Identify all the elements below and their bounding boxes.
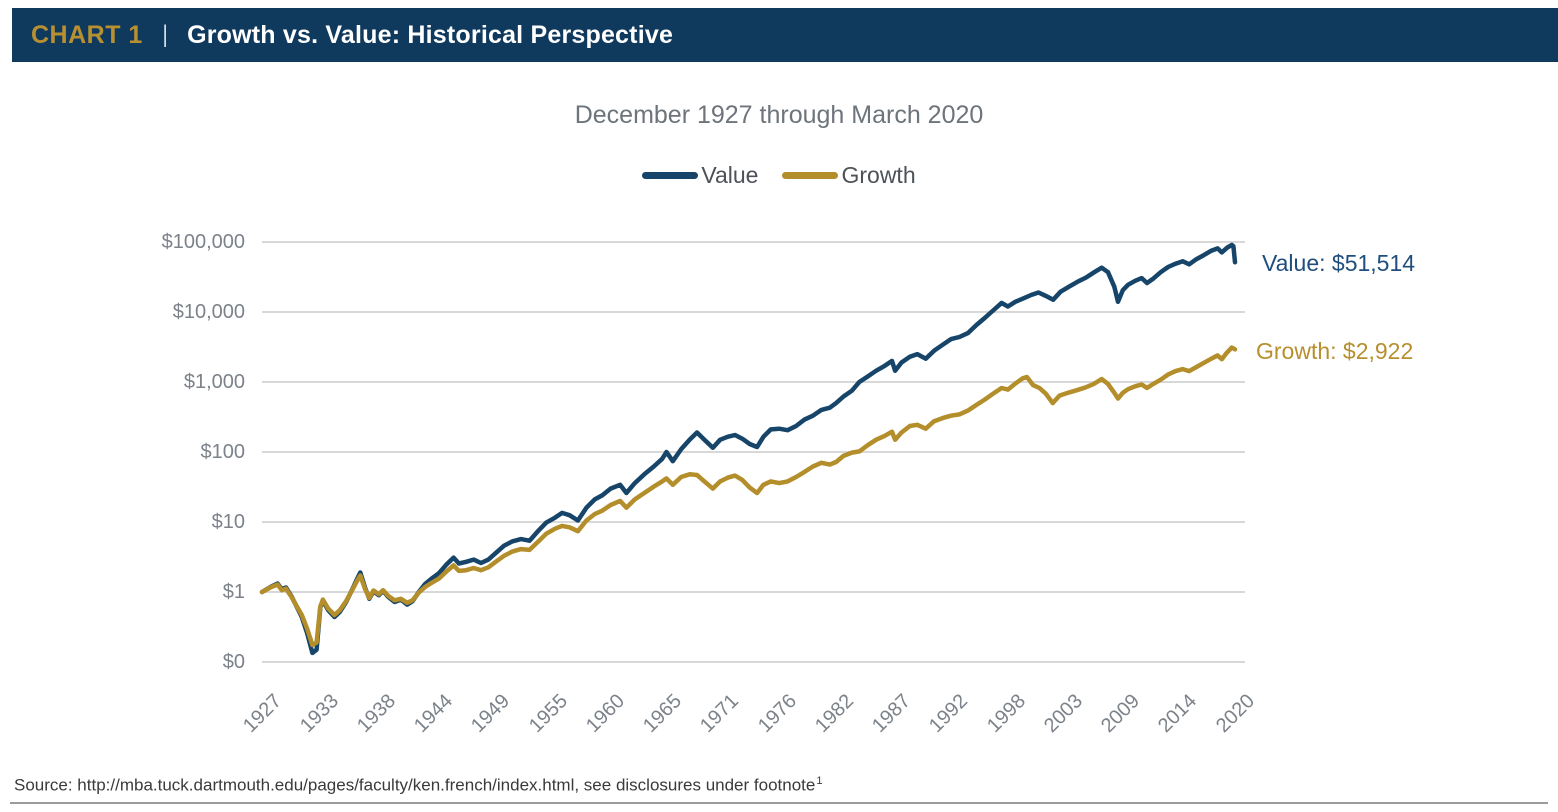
y-tick-label: $100,000 (161, 231, 245, 253)
y-tick-label: $1 (222, 581, 245, 603)
growth-end-label: Growth: $2,922 (1256, 338, 1414, 364)
source-text: Source: http://mba.tuck.dartmouth.edu/pa… (14, 775, 816, 795)
bottom-rule (10, 802, 1548, 804)
y-tick-label: $100 (200, 441, 246, 463)
header-title: Growth vs. Value: Historical Perspective (187, 20, 674, 49)
legend-item-value: Value (642, 162, 758, 189)
y-tick-label: $0 (222, 651, 245, 673)
growth-line-swatch (782, 172, 839, 179)
chart-tag-label: CHART 1 (31, 20, 143, 49)
header-divider: | (162, 21, 168, 48)
legend: Value Growth (0, 162, 1558, 189)
value-end-label: Value: $51,514 (1262, 250, 1416, 276)
legend-label-growth: Growth (841, 162, 916, 188)
value-line-swatch (642, 172, 699, 179)
y-tick-label: $1,000 (183, 371, 245, 393)
y-tick-label: $10 (211, 511, 245, 533)
growth-line (259, 345, 1238, 648)
chart-header: CHART 1 | Growth vs. Value: Historical P… (12, 8, 1558, 62)
footnote-sup: 1 (816, 775, 823, 787)
source-line: Source: http://mba.tuck.dartmouth.edu/pa… (14, 775, 822, 796)
y-tick-label: $10,000 (172, 301, 245, 323)
gridlines (262, 241, 1245, 663)
legend-label-value: Value (701, 162, 759, 188)
legend-item-growth: Growth (782, 162, 916, 189)
chart-subtitle: December 1927 through March 2020 (574, 101, 984, 129)
